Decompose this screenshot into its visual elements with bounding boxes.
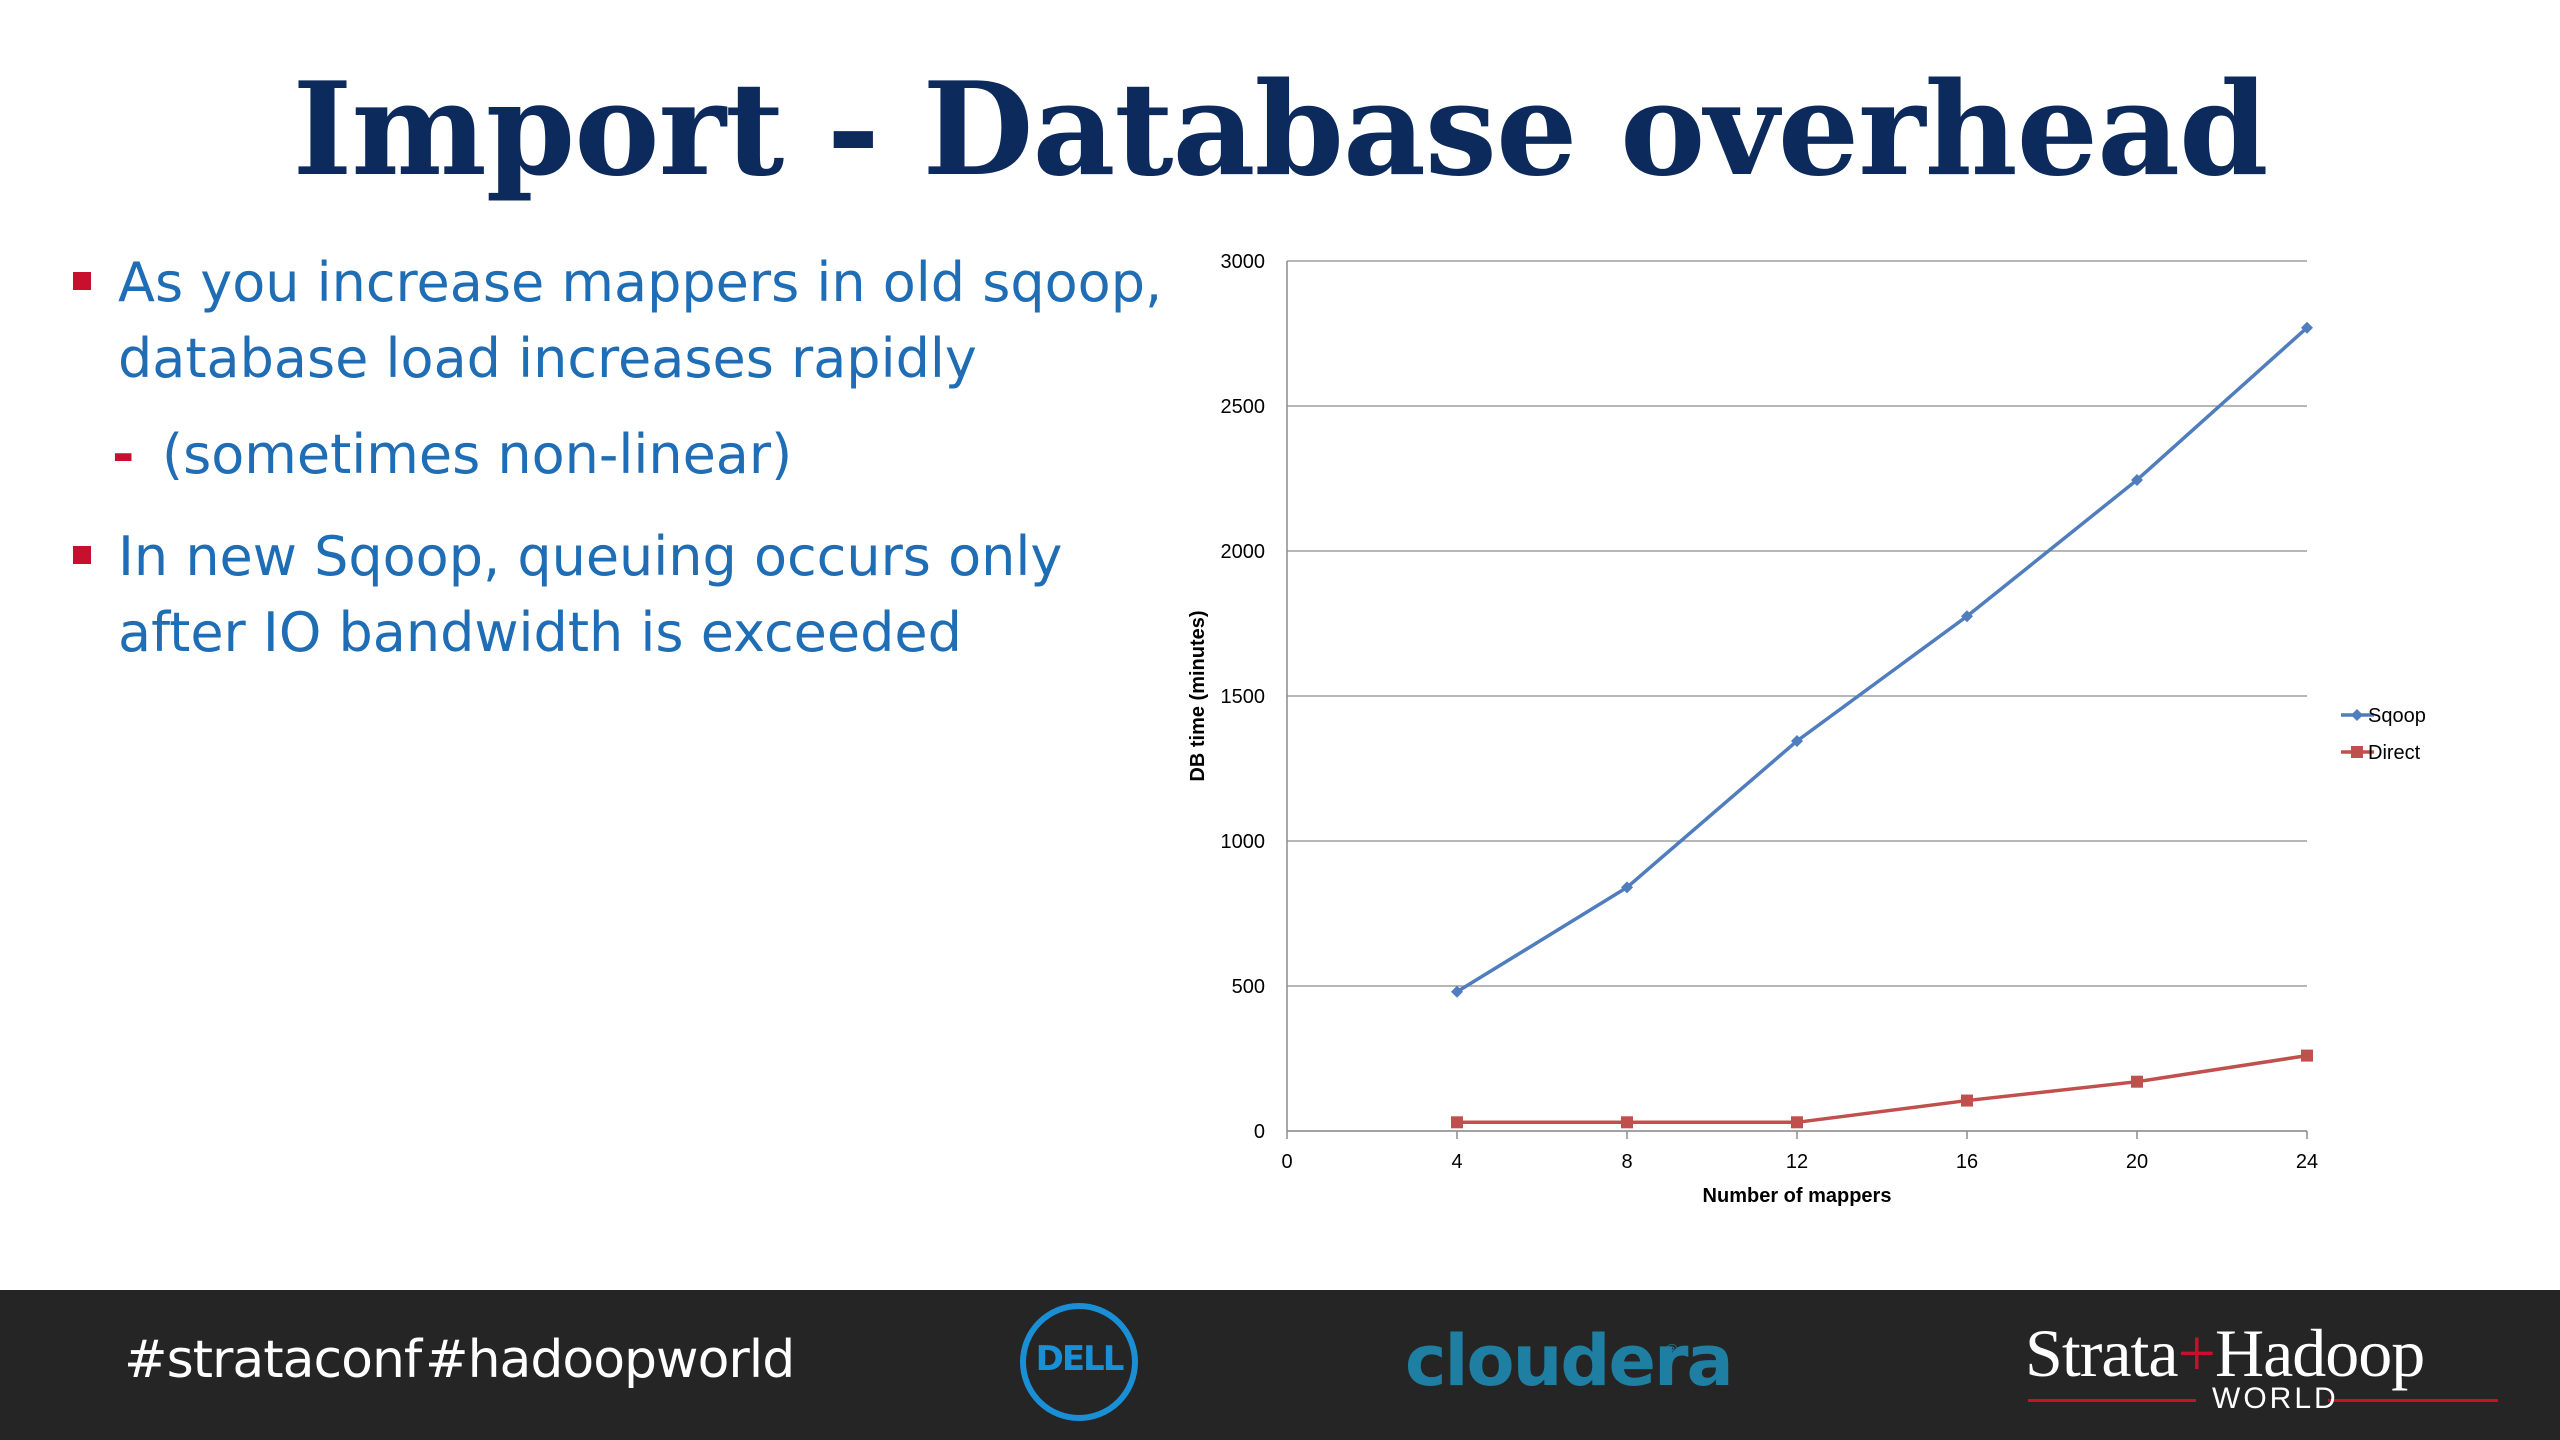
data-point-sqoop (1791, 734, 1803, 747)
legend-marker-sqoop (2351, 709, 2363, 721)
x-tick-label: 0 (1281, 1151, 1292, 1173)
bullet-item: As you increase mappers in old sqoop, da… (70, 245, 1190, 397)
bullet-square-icon (73, 546, 91, 564)
strata-hadoop-logo: Strata+Hadoop (2025, 1314, 2425, 1393)
dell-logo-icon: DELL (1020, 1303, 1138, 1421)
legend-label-direct: Direct (2368, 742, 2421, 764)
slide-title: Import - Database overhead (292, 55, 2268, 205)
series-line-direct (1457, 1053, 2308, 1125)
data-point-sqoop (2131, 473, 2143, 486)
hadoop-logo-text: Hadoop (2214, 1315, 2425, 1391)
grid-layer (1287, 260, 2307, 1132)
world-line-right (2328, 1399, 2498, 1402)
y-tick-label: 1000 (1221, 831, 1266, 853)
data-point-direct (1451, 1116, 1463, 1129)
y-axis-label: DB time (minutes) (1187, 610, 1209, 781)
y-tick-label: 1500 (1221, 686, 1266, 708)
legend-layer: Sqoop Direct (2341, 705, 2426, 764)
bullet-item: In new Sqoop, queuing occurs only after … (70, 519, 1190, 671)
y-tick-label: 500 (1232, 976, 1265, 998)
chart-area: 0 500 1000 1500 2000 2500 3000 0 4 8 12 16 20 24 Numbe… (1180, 240, 2480, 1220)
data-point-direct (1621, 1116, 1633, 1129)
y-tick-label: 2000 (1221, 541, 1266, 563)
y-tick-label: 2500 (1221, 396, 1266, 418)
data-point-sqoop (1961, 610, 1973, 623)
x-tick-label: 20 (2126, 1151, 2148, 1173)
data-point-sqoop (1621, 881, 1633, 894)
hashtag-strataconf: #strataconf (124, 1330, 422, 1390)
x-axis-label: Number of mappers (1703, 1185, 1892, 1207)
data-point-sqoop (2301, 321, 2313, 334)
bullet-list: As you increase mappers in old sqoop, da… (70, 245, 1190, 697)
dell-logo-text: DELL (1035, 1339, 1125, 1379)
legend-marker-direct (2351, 746, 2363, 758)
data-point-direct (1961, 1094, 1973, 1107)
bullet-square-icon (73, 272, 91, 290)
series-line-sqoop (1456, 326, 2309, 994)
bullet-text: In new Sqoop, queuing occurs only after … (118, 525, 1063, 664)
x-tick-label: 12 (1786, 1151, 1808, 1173)
x-tick-label: 4 (1451, 1151, 1462, 1173)
y-tick-label: 0 (1254, 1121, 1265, 1143)
strata-plus-mark: + (2177, 1315, 2216, 1391)
data-point-sqoop (1451, 985, 1463, 998)
legend-label-sqoop: Sqoop (2368, 705, 2426, 727)
world-line-left (2028, 1399, 2196, 1402)
y-tick-label: 3000 (1221, 251, 1266, 273)
data-point-direct (1791, 1116, 1803, 1129)
sub-bullet-text: (sometimes non-linear) (162, 423, 793, 486)
hashtag-hadoopworld: #hadoopworld (425, 1330, 795, 1390)
x-tick-label: 16 (1956, 1151, 1978, 1173)
strata-logo-text: Strata (2025, 1315, 2179, 1391)
x-tick-label: 24 (2296, 1151, 2318, 1173)
sub-bullet-item: - (sometimes non-linear) (70, 417, 1190, 493)
series-layer (1451, 321, 2313, 1129)
line-chart: 0 500 1000 1500 2000 2500 3000 0 4 8 12 16 20 24 Numbe… (1187, 251, 2426, 1207)
data-point-direct (2131, 1075, 2143, 1088)
cloudera-logo: cloudera (1405, 1320, 1734, 1402)
dash-icon: - (112, 423, 135, 486)
x-tick-label: 8 (1621, 1151, 1632, 1173)
axis-layer: 0 500 1000 1500 2000 2500 3000 0 4 8 12 16 20 24 Numbe… (1187, 251, 2318, 1207)
cloudera-registered-mark: ® (1666, 1342, 1678, 1359)
world-logo-text: WORLD (2212, 1382, 2339, 1415)
data-point-direct (2301, 1049, 2313, 1062)
footer-bar: #strataconf #hadoopworld DELL cloudera ®… (0, 1290, 2560, 1440)
bullet-text: As you increase mappers in old sqoop, da… (118, 251, 1163, 390)
